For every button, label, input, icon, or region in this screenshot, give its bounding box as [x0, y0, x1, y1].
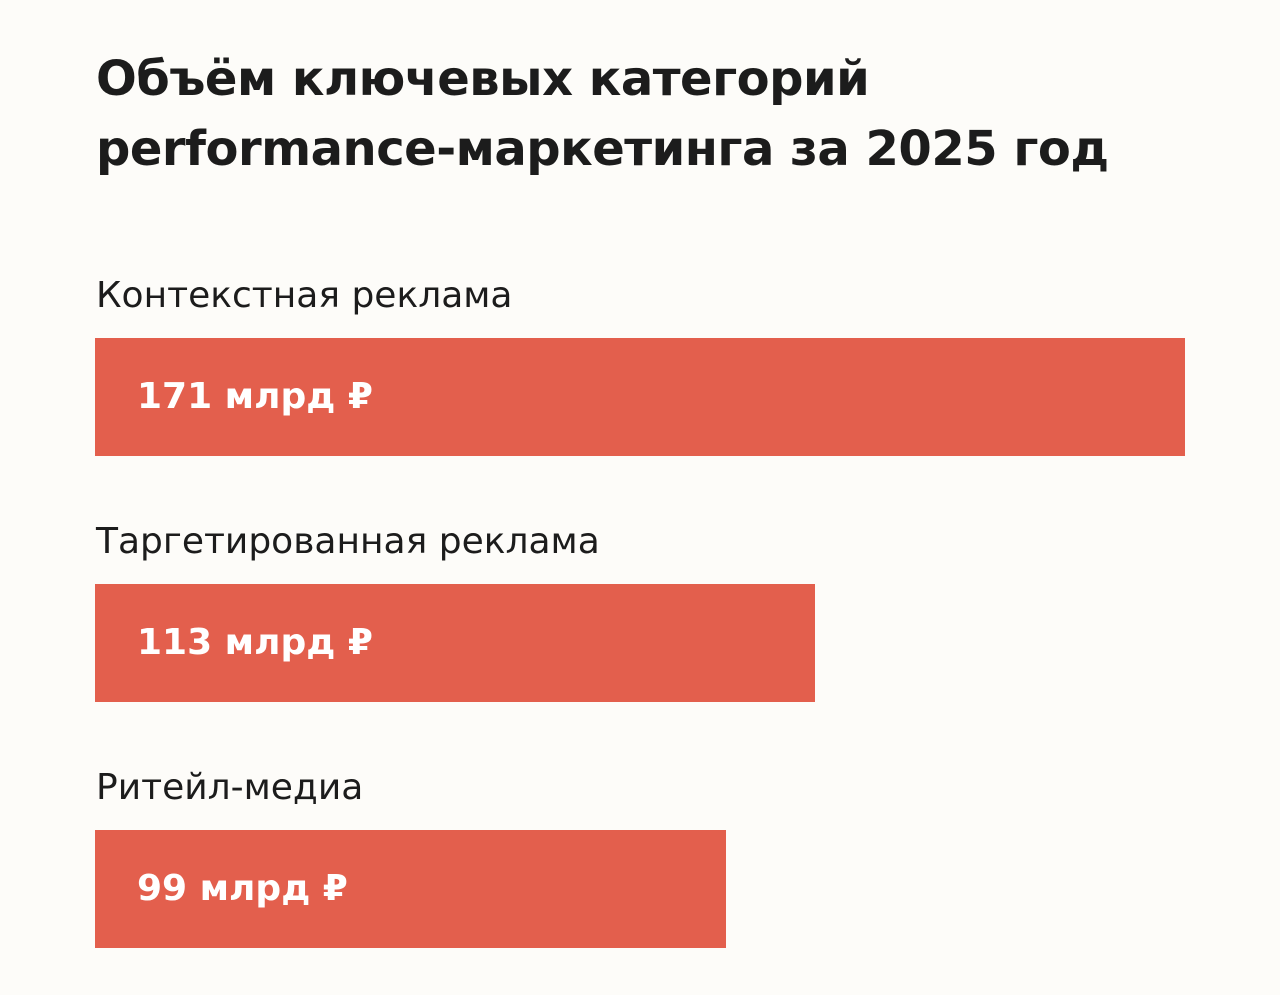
bar-value-label: 99 млрд ₽ [137, 868, 348, 909]
bar-row: Ритейл-медиа 99 млрд ₽ [95, 766, 1185, 956]
category-label: Таргетированная реклама [96, 521, 600, 562]
category-label: Ритейл-медиа [96, 767, 364, 808]
chart-title-line-2: performance-маркетинга за 2025 год [96, 121, 1109, 177]
chart-title-line-1: Объём ключевых категорий [96, 51, 870, 107]
bar: 171 млрд ₽ [95, 338, 1185, 456]
bar-row: Контекстная реклама 171 млрд ₽ [95, 274, 1185, 464]
bar: 113 млрд ₽ [95, 584, 815, 702]
bar: 99 млрд ₽ [95, 830, 726, 948]
bar-value-label: 171 млрд ₽ [137, 376, 373, 417]
category-label: Контекстная реклама [96, 275, 513, 316]
bar-value-label: 113 млрд ₽ [137, 622, 373, 663]
bar-row: Таргетированная реклама 113 млрд ₽ [95, 520, 1185, 710]
chart-title: Объём ключевых категорий performance-мар… [96, 44, 1216, 184]
